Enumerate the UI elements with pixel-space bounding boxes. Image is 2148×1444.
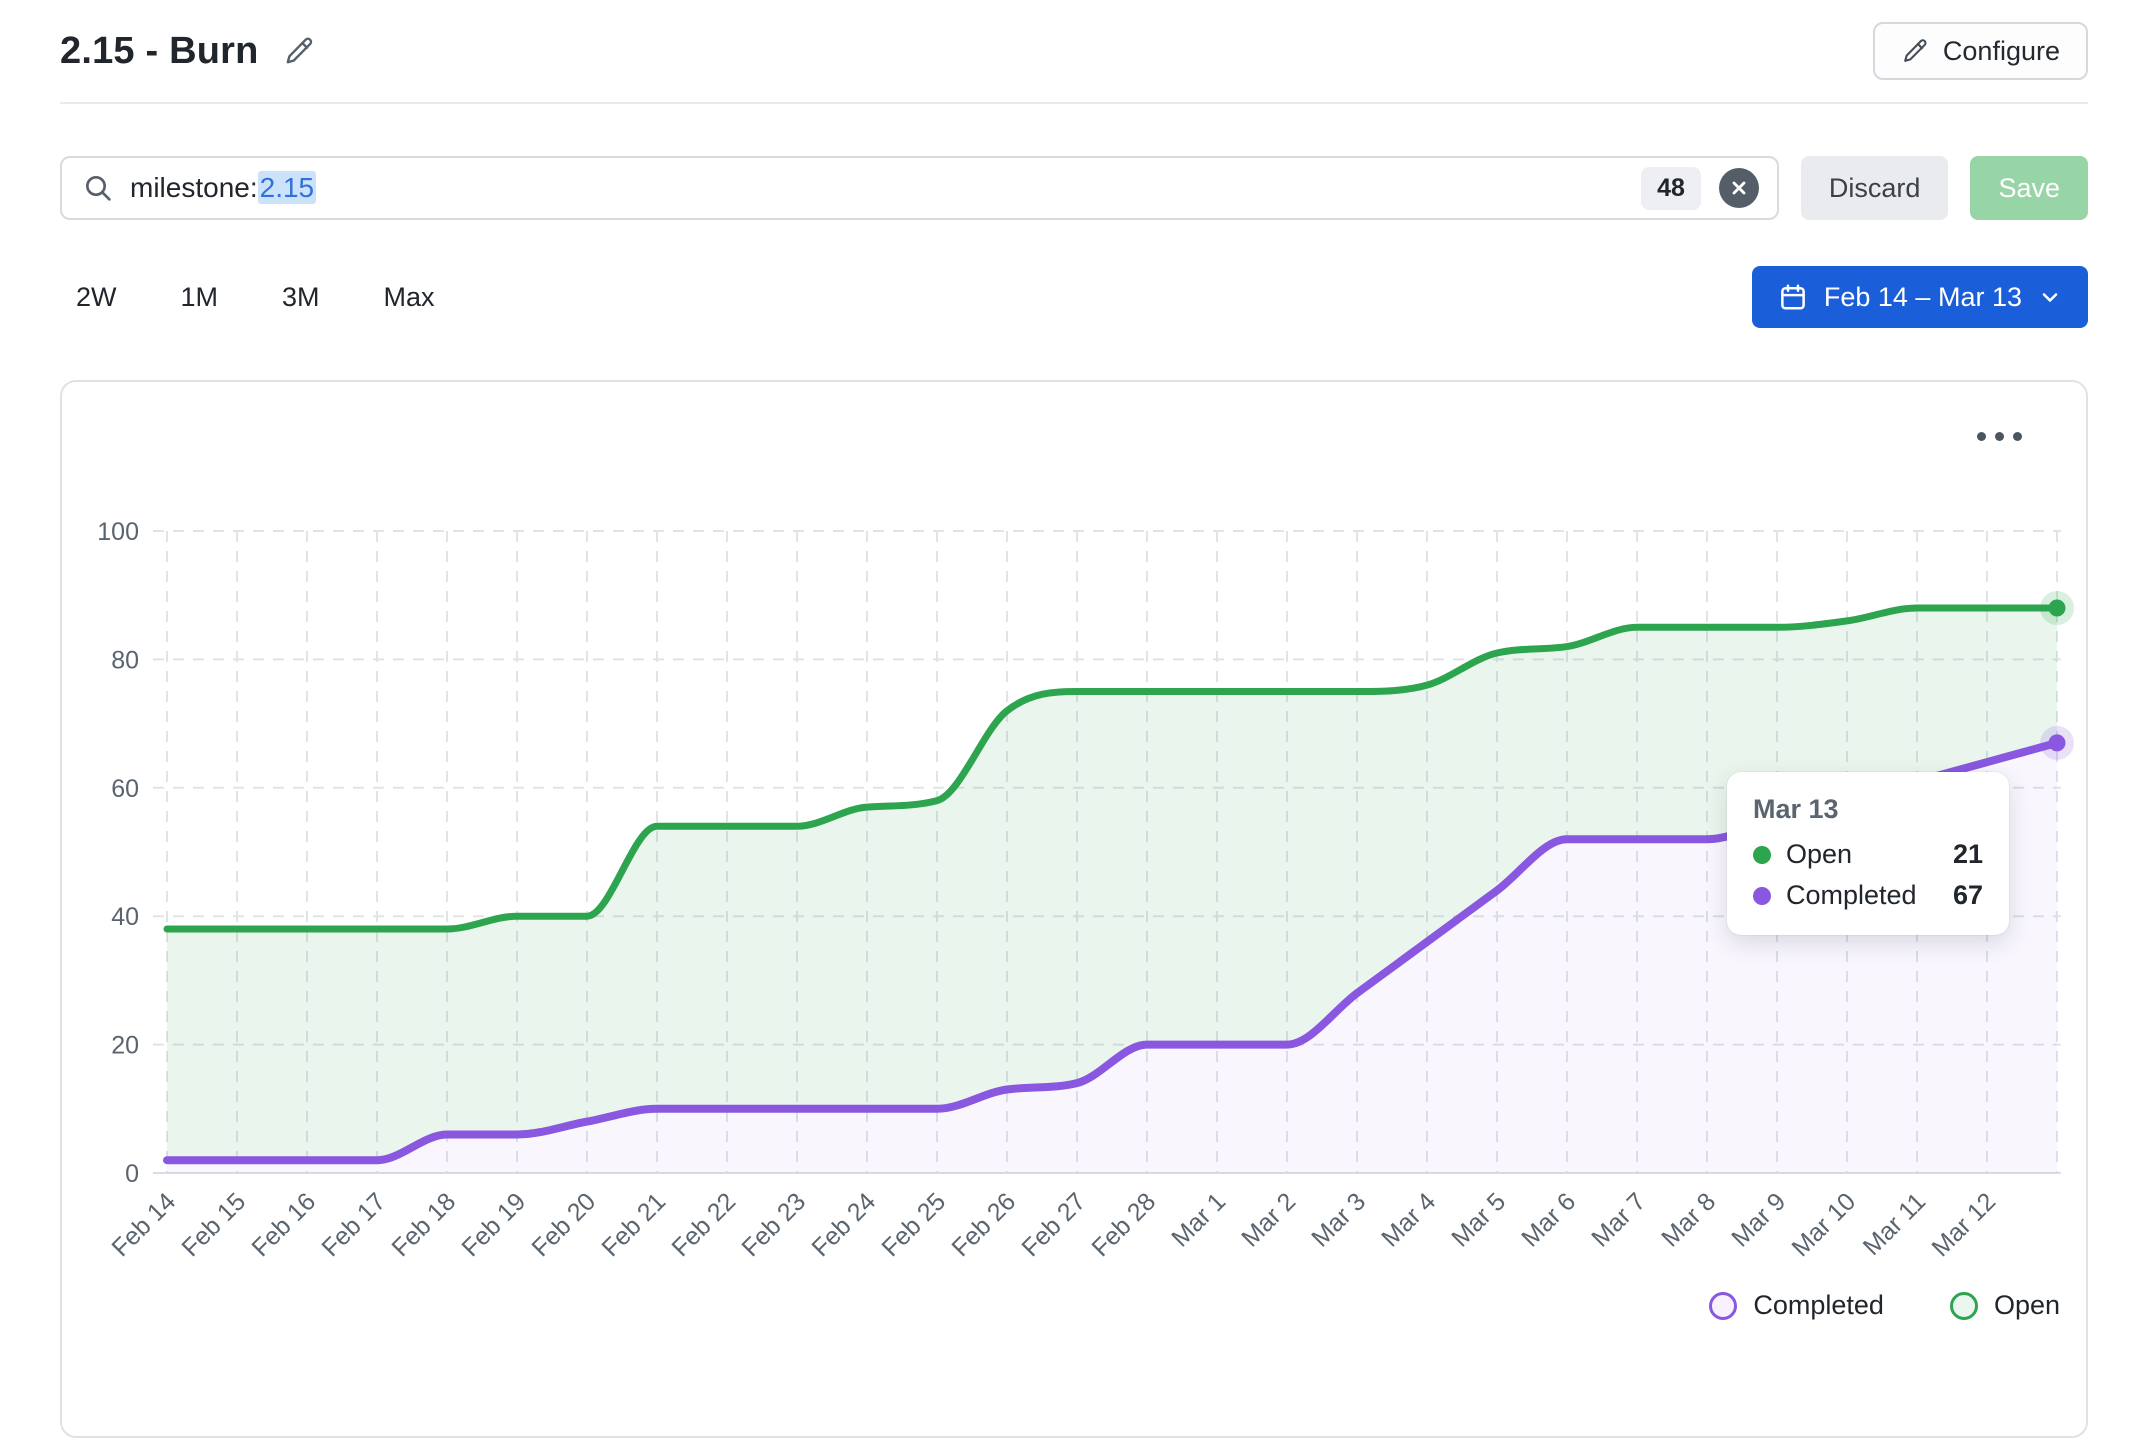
svg-text:0: 0 <box>125 1160 139 1188</box>
svg-text:Feb 23: Feb 23 <box>736 1187 811 1262</box>
result-count-badge: 48 <box>1641 166 1701 210</box>
legend-item-completed[interactable]: Completed <box>1709 1290 1884 1321</box>
configure-button[interactable]: Configure <box>1872 22 2088 80</box>
search-query: milestone:2.15 <box>130 171 317 204</box>
page-title: 2.15 - Burn <box>60 29 259 72</box>
tooltip-completed-value: 67 <box>1952 880 1983 910</box>
tooltip-completed-label: Completed <box>1786 880 1917 910</box>
legend-item-open[interactable]: Open <box>1949 1290 2060 1321</box>
range-2w-button[interactable]: 2W <box>76 281 117 312</box>
end-marker <box>2048 734 2066 752</box>
svg-text:Mar 12: Mar 12 <box>1926 1187 2001 1262</box>
svg-text:100: 100 <box>97 518 139 546</box>
svg-text:Mar 6: Mar 6 <box>1516 1187 1581 1252</box>
close-icon <box>1732 181 1746 195</box>
range-controls: 2W 1M 3M Max Feb 14 – Mar 13 <box>60 266 2088 328</box>
page-header: 2.15 - Burn Configure <box>0 0 2148 80</box>
pencil-icon <box>1901 37 1929 65</box>
range-1m-button[interactable]: 1M <box>180 281 219 312</box>
svg-text:Feb 27: Feb 27 <box>1016 1187 1091 1262</box>
ellipsis-icon <box>1977 432 1986 441</box>
svg-text:Feb 25: Feb 25 <box>876 1187 951 1262</box>
y-axis-labels: 0 20 40 60 80 100 <box>97 518 139 1188</box>
tooltip-row-open: Open 21 <box>1753 839 1983 870</box>
open-dot-icon <box>1753 845 1771 864</box>
svg-text:Feb 28: Feb 28 <box>1086 1187 1161 1262</box>
clear-search-button[interactable] <box>1718 168 1759 208</box>
svg-text:Feb 24: Feb 24 <box>806 1187 881 1262</box>
end-marker <box>2048 599 2066 617</box>
completed-swatch-icon <box>1709 1291 1738 1320</box>
svg-text:Feb 14: Feb 14 <box>106 1187 181 1262</box>
svg-text:Mar 1: Mar 1 <box>1166 1187 1231 1252</box>
date-range-button[interactable]: Feb 14 – Mar 13 <box>1751 266 2088 328</box>
svg-text:Mar 7: Mar 7 <box>1586 1187 1651 1252</box>
svg-text:Feb 15: Feb 15 <box>176 1187 251 1262</box>
burn-chart-card: 0 20 40 60 80 100 Feb 14 Feb 15 Feb 16 Feb 17 Feb … <box>60 380 2088 1438</box>
date-range-label: Feb 14 – Mar 13 <box>1823 281 2022 312</box>
chevron-down-icon <box>2042 293 2058 302</box>
range-max-button[interactable]: Max <box>383 281 435 312</box>
search-icon <box>82 172 114 204</box>
svg-text:Feb 20: Feb 20 <box>526 1187 601 1262</box>
completed-dot-icon <box>1753 886 1771 905</box>
chart-tooltip: Mar 13 Open 21 Completed 67 <box>1727 772 2009 935</box>
open-swatch-icon <box>1949 1291 1978 1320</box>
svg-text:20: 20 <box>111 1032 139 1060</box>
completed-area <box>167 742 2057 1173</box>
svg-text:Mar 8: Mar 8 <box>1656 1187 1721 1252</box>
svg-text:Feb 18: Feb 18 <box>386 1187 461 1262</box>
calendar-icon <box>1781 284 1805 310</box>
query-value: 2.15 <box>257 171 317 204</box>
range-3m-button[interactable]: 3M <box>282 281 320 312</box>
legend-completed-label: Completed <box>1753 1290 1884 1320</box>
tooltip-row-completed: Completed 67 <box>1753 880 1983 911</box>
configure-label: Configure <box>1942 35 2060 66</box>
query-prefix: milestone: <box>130 172 258 203</box>
save-button[interactable]: Save <box>1970 156 2088 220</box>
svg-text:40: 40 <box>111 903 139 931</box>
search-input[interactable]: milestone:2.15 48 <box>60 156 1779 220</box>
svg-text:Mar 2: Mar 2 <box>1236 1187 1301 1252</box>
svg-text:80: 80 <box>111 646 139 674</box>
svg-text:Mar 4: Mar 4 <box>1376 1187 1441 1252</box>
tooltip-date: Mar 13 <box>1753 794 1839 824</box>
chart-legend: Completed Open <box>1709 1290 2060 1321</box>
svg-text:Mar 11: Mar 11 <box>1858 1187 1932 1261</box>
svg-text:Mar 3: Mar 3 <box>1306 1187 1371 1252</box>
svg-text:Mar 9: Mar 9 <box>1726 1187 1791 1252</box>
svg-text:Feb 22: Feb 22 <box>666 1187 741 1262</box>
legend-open-label: Open <box>1993 1290 2060 1320</box>
svg-text:Mar 5: Mar 5 <box>1446 1187 1511 1252</box>
svg-text:Feb 16: Feb 16 <box>246 1187 321 1262</box>
svg-text:Feb 19: Feb 19 <box>456 1187 531 1262</box>
svg-text:60: 60 <box>111 775 139 803</box>
svg-text:Mar 10: Mar 10 <box>1786 1187 1861 1262</box>
edit-title-icon[interactable] <box>283 35 315 67</box>
filter-bar: milestone:2.15 48 Discard Save <box>60 156 2088 220</box>
discard-button[interactable]: Discard <box>1800 156 1949 220</box>
tooltip-open-value: 21 <box>1952 839 1983 869</box>
open-line <box>163 604 2061 933</box>
chart-options-menu[interactable] <box>1969 424 2030 449</box>
open-area <box>167 608 2057 1161</box>
svg-text:Feb 26: Feb 26 <box>946 1187 1021 1262</box>
svg-text:Feb 21: Feb 21 <box>596 1187 671 1262</box>
header-divider <box>60 102 2088 104</box>
range-presets: 2W 1M 3M Max <box>60 282 435 313</box>
svg-text:Feb 17: Feb 17 <box>316 1187 391 1262</box>
tooltip-open-label: Open <box>1786 839 1853 869</box>
